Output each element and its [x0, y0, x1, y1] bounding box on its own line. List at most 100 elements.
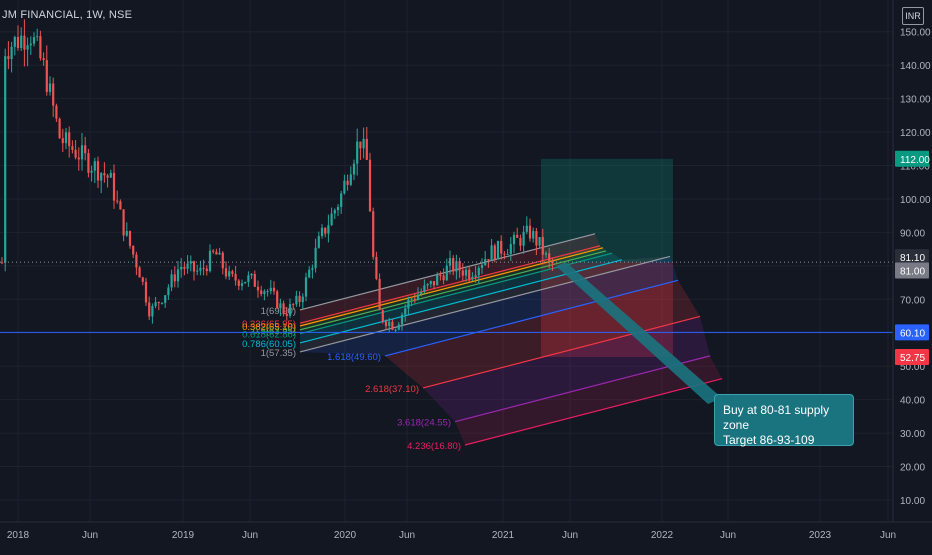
candle-body — [202, 267, 205, 269]
candle-body — [544, 253, 548, 255]
candle-body — [228, 271, 231, 277]
candle-body — [439, 275, 442, 277]
candle-body — [378, 278, 381, 311]
candle-body — [106, 175, 109, 178]
candle-body — [42, 58, 45, 61]
fib-level-label: 0.618(62.80) — [242, 330, 296, 341]
candle-body — [167, 287, 170, 296]
candle-body — [487, 259, 490, 261]
candle-body — [240, 283, 244, 286]
price-tick-label: 40.00 — [900, 396, 925, 407]
candle-body — [148, 302, 151, 317]
candle-body — [461, 270, 464, 276]
candle-body — [448, 257, 452, 266]
callout-pointer — [556, 262, 722, 404]
fib-level-label: 1(57.35) — [261, 348, 296, 359]
candle-body — [400, 314, 404, 325]
candle-body — [525, 225, 528, 232]
candle-body — [224, 268, 228, 277]
price-tick-label: 150.00 — [900, 28, 931, 39]
candle-body — [199, 267, 202, 271]
price-tick-label: 120.00 — [900, 128, 931, 139]
candle-body — [84, 145, 87, 154]
candle-body — [20, 35, 23, 48]
candle-body — [506, 253, 509, 255]
candle-body — [420, 291, 423, 295]
candle-body — [100, 173, 103, 181]
candle-body — [394, 329, 397, 331]
candle-body — [509, 244, 512, 254]
fib-level-label: 0.5(63.95) — [253, 326, 296, 337]
candle-body — [391, 321, 394, 330]
candle-body — [263, 291, 266, 295]
candle-body — [452, 257, 455, 272]
candle-body — [298, 295, 301, 303]
price-label-text: 52.75 — [900, 353, 925, 364]
fib-level-label: 0.236(65.95) — [242, 319, 296, 330]
candle-body — [436, 275, 439, 286]
candle-body — [404, 308, 407, 315]
candle-body — [164, 295, 167, 303]
candle-body — [477, 267, 480, 276]
candle-body — [234, 273, 237, 281]
candle-body — [205, 268, 208, 272]
candle-body — [311, 268, 314, 270]
candle-body — [356, 141, 359, 164]
fib-band — [385, 280, 700, 388]
candle-body — [74, 149, 77, 158]
candle-body — [340, 193, 343, 207]
candle-body — [541, 237, 544, 255]
candle-body — [320, 227, 324, 237]
candle-body — [180, 266, 183, 270]
candle-body — [7, 56, 10, 60]
candle-body — [154, 302, 157, 307]
fib-level-label: 3.618(24.55) — [397, 418, 451, 429]
price-label-text: 60.10 — [900, 328, 925, 339]
candle-body — [304, 277, 308, 297]
candle-body — [93, 161, 96, 171]
time-tick-label: Jun — [562, 530, 578, 541]
candle-body — [365, 138, 368, 160]
candle-body — [0, 262, 4, 264]
candle-body — [285, 313, 288, 316]
candle-body — [388, 321, 391, 326]
candle-body — [490, 245, 493, 261]
price-label-badge — [895, 150, 929, 167]
time-tick-label: 2022 — [651, 530, 674, 541]
candle-body — [160, 302, 164, 304]
candle-body — [308, 269, 311, 278]
candle-body — [109, 172, 112, 178]
candle-body — [416, 294, 420, 300]
candle-body — [336, 206, 340, 211]
candle-body — [266, 291, 269, 293]
fib-band — [423, 316, 710, 422]
candle-body — [135, 254, 138, 268]
candle-body — [116, 200, 119, 202]
candle-body — [445, 265, 448, 281]
candle-body — [346, 180, 349, 185]
candle-body — [330, 213, 333, 226]
candle-body — [176, 269, 180, 282]
fib-level-line — [464, 378, 723, 446]
time-tick-label: Jun — [880, 530, 896, 541]
candle-body — [314, 247, 317, 269]
candle-body — [458, 261, 461, 271]
candle-body — [522, 231, 525, 246]
candle-body — [375, 256, 378, 279]
fib-level-line — [384, 279, 679, 357]
candle-body — [58, 118, 61, 139]
candle-body — [26, 45, 29, 50]
currency-button[interactable]: INR — [902, 7, 924, 25]
candle-body — [256, 286, 260, 291]
trade-note-callout[interactable]: Buy at 80-81 supply zone Target 86-93-10… — [714, 394, 854, 447]
price-tick-label: 140.00 — [900, 61, 931, 72]
price-label-text: 112.00 — [900, 155, 930, 166]
candle-body — [410, 298, 413, 300]
candle-body — [333, 210, 336, 214]
candle-body — [368, 159, 372, 212]
fib-band — [300, 247, 606, 330]
candle-body — [359, 141, 362, 149]
candle-body — [157, 302, 160, 304]
